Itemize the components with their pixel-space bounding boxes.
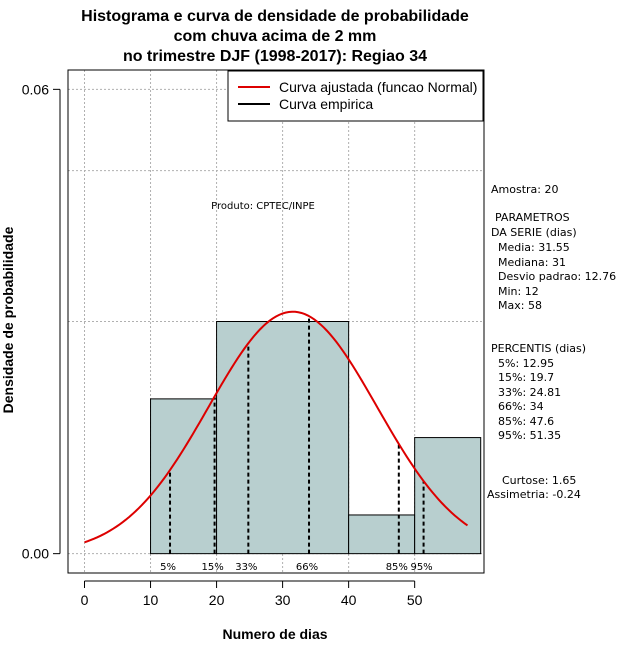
x-axis-label: Numero de dias bbox=[222, 626, 327, 642]
histogram-bar-2 bbox=[348, 514, 416, 555]
percentile-label-3: 66% bbox=[296, 562, 318, 573]
normal-curve bbox=[84, 310, 469, 544]
y-axis-label: Densidade de probabilidade bbox=[0, 226, 16, 413]
x-tick-label-10: 10 bbox=[143, 592, 159, 608]
stat-p85: 85%: 47.6 bbox=[498, 415, 554, 428]
plot-frame bbox=[67, 69, 485, 574]
y-tick-label-1: 0.06 bbox=[22, 81, 49, 97]
y-tick-label-0: 0.00 bbox=[22, 546, 49, 562]
legend: Curva ajustada (funcao Normal) Curva emp… bbox=[227, 70, 484, 122]
stat-parametros-title: PARAMETROS bbox=[495, 211, 570, 224]
stat-percentis-title: PERCENTIS (dias) bbox=[491, 342, 586, 355]
stat-desvio: Desvio padrao: 12.76 bbox=[498, 270, 616, 283]
stat-curtose: Curtose: 1.65 bbox=[502, 474, 576, 487]
legend-label-empirical: Curva empirica bbox=[279, 96, 373, 112]
stat-mediana: Mediana: 31 bbox=[498, 256, 566, 269]
x-tick-label-40: 40 bbox=[341, 592, 357, 608]
stat-p66: 66%: 34 bbox=[498, 400, 544, 413]
x-tick-label-50: 50 bbox=[407, 592, 423, 608]
histogram-bar-1 bbox=[216, 321, 350, 555]
histogram-bars bbox=[150, 321, 482, 555]
chart-title-line-1: Histograma e curva de densidade de proba… bbox=[81, 8, 469, 25]
stat-max: Max: 58 bbox=[498, 299, 542, 312]
axes: 0 10 20 30 40 50 0.00 0.06 bbox=[22, 81, 423, 608]
x-tick-label-30: 30 bbox=[275, 592, 291, 608]
percentile-label-0: 5% bbox=[160, 562, 176, 573]
histogram-bar-0 bbox=[150, 398, 218, 555]
histogram-bar-3 bbox=[414, 437, 482, 555]
percentile-label-1: 15% bbox=[201, 562, 223, 573]
stat-min: Min: 12 bbox=[498, 285, 539, 298]
stat-parametros-subtitle: DA SERIE (dias) bbox=[491, 226, 577, 239]
percentile-label-4: 85% bbox=[386, 562, 408, 573]
x-tick-label-0: 0 bbox=[81, 592, 89, 608]
percentile-label-2: 33% bbox=[235, 562, 257, 573]
stat-amostra: Amostra: 20 bbox=[491, 183, 558, 196]
legend-label-fit: Curva ajustada (funcao Normal) bbox=[279, 79, 477, 95]
stat-p5: 5%: 12.95 bbox=[498, 357, 554, 370]
stat-p95: 95%: 51.35 bbox=[498, 429, 561, 442]
product-credit: Produto: CPTEC/INPE bbox=[211, 201, 315, 212]
chart-title-line-2: com chuva acima de 2 mm bbox=[174, 28, 377, 45]
stat-media: Media: 31.55 bbox=[498, 241, 570, 254]
stat-p15: 15%: 19.7 bbox=[498, 371, 554, 384]
percentile-labels: 5% 15% 33% 66% 85% 95% bbox=[160, 562, 433, 573]
stat-assimetria: Assimetria: -0.24 bbox=[487, 488, 581, 501]
percentile-label-5: 95% bbox=[410, 562, 432, 573]
stats-panel: Amostra: 20 PARAMETROS DA SERIE (dias) M… bbox=[487, 183, 616, 501]
chart-title-line-3: no trimestre DJF (1998-2017): Regiao 34 bbox=[123, 48, 427, 65]
percentile-lines bbox=[169, 316, 425, 554]
x-tick-label-20: 20 bbox=[209, 592, 225, 608]
normal-curve-group bbox=[84, 310, 469, 544]
stat-p33: 33%: 24.81 bbox=[498, 386, 561, 399]
legend-box bbox=[227, 70, 484, 122]
